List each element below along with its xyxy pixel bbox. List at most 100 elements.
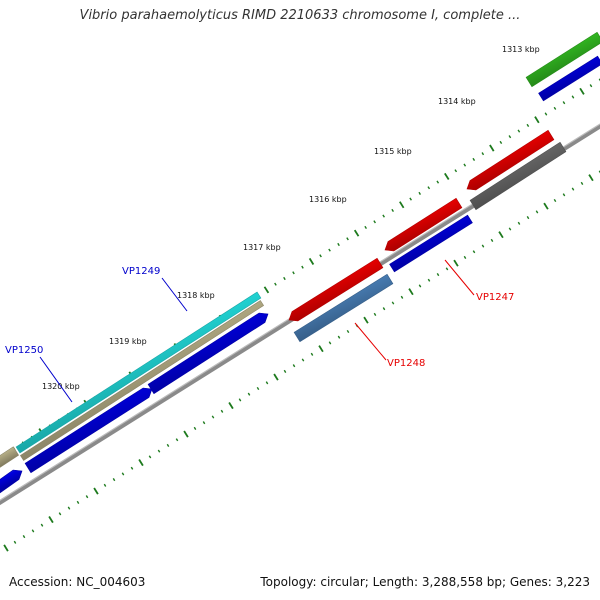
- gene-label-vp1249[interactable]: VP1249: [122, 266, 160, 277]
- scale-lower-tick: [183, 430, 189, 438]
- scale-lower-tick: [238, 398, 242, 402]
- feature-grey-bar[interactable]: [469, 141, 567, 211]
- scale-lower-tick: [76, 500, 80, 504]
- scale-upper-tick: [301, 265, 304, 269]
- scale-lower-tick: [22, 535, 26, 539]
- feature-vp1247-red[interactable]: [466, 129, 555, 191]
- scale-upper-tick: [319, 254, 322, 258]
- scale-lower-tick: [228, 402, 234, 410]
- feature-steelblue-bar[interactable]: [293, 273, 394, 343]
- scale-lower-tick: [3, 544, 9, 552]
- callout-line-vp1248: [354, 322, 387, 361]
- gene-label-vp1250[interactable]: VP1250: [5, 345, 43, 356]
- scale-lower-tick: [67, 506, 71, 510]
- scale-upper-tick: [589, 84, 593, 88]
- callout-line-vp1247: [444, 259, 475, 296]
- scale-upper-tick: [481, 152, 485, 156]
- scale-lower-tick: [445, 267, 449, 271]
- genome-summary: Topology: circular; Length: 3,288,558 bp…: [260, 575, 590, 589]
- feature-tan-bar-left[interactable]: [0, 446, 20, 468]
- scale-lower-tick: [193, 426, 197, 430]
- scale-lower-tick: [346, 329, 350, 334]
- scale-lower-tick: [112, 478, 116, 482]
- scale-lower-tick: [247, 392, 251, 396]
- scale-lower-tick: [481, 244, 485, 248]
- scale-lower-tick: [436, 273, 440, 277]
- scale-lower-tick: [166, 443, 170, 447]
- scale-lower-tick: [148, 455, 152, 459]
- scale-lower-tick: [588, 174, 594, 182]
- feature-tan-bar[interactable]: [19, 300, 265, 461]
- scale-lower-tick: [157, 449, 161, 453]
- scale-upper-tick: [399, 201, 405, 209]
- scale-lower-tick: [490, 238, 494, 242]
- scale-lower-tick: [93, 487, 99, 495]
- scale-lower-tick: [48, 516, 54, 524]
- feature-vp1249-cyan[interactable]: [15, 291, 262, 454]
- scale-upper-tick: [454, 169, 458, 173]
- scale-upper-tick: [579, 87, 585, 95]
- scale-lower-tick: [138, 459, 144, 467]
- scale-upper-tick: [328, 248, 331, 252]
- scale-lower-tick: [31, 529, 35, 533]
- scale-lower-tick: [283, 369, 287, 373]
- scale-lower-tick: [508, 227, 512, 231]
- feature-vp1250-blue[interactable]: [24, 387, 153, 474]
- scale-upper-tick: [544, 112, 548, 116]
- scale-lower-tick: [103, 483, 107, 487]
- scale-lower-tick: [256, 386, 260, 391]
- gene-label-vp1248[interactable]: VP1248: [387, 358, 425, 369]
- feature-blue-bar-left[interactable]: [0, 469, 23, 494]
- scale-label-1318: 1318 kbp: [177, 291, 215, 300]
- scale-lower-tick: [13, 540, 17, 544]
- scale-lower-tick: [175, 438, 179, 442]
- feature-red-bar-mid[interactable]: [384, 197, 463, 252]
- scale-lower-tick: [363, 316, 369, 324]
- scale-label-1313: 1313 kbp: [502, 45, 540, 54]
- scale-lower-tick: [130, 466, 134, 470]
- scale-upper-tick: [526, 123, 530, 127]
- scale-upper-tick: [571, 95, 575, 99]
- feature-vp1249-blue[interactable]: [147, 312, 269, 395]
- scale-upper-tick: [353, 229, 360, 237]
- scale-upper-tick: [553, 106, 557, 110]
- scale-lower-tick: [526, 216, 530, 220]
- scale-upper-tick: [472, 157, 476, 161]
- scale-label-1317: 1317 kbp: [243, 243, 281, 252]
- scale-lower-tick: [498, 231, 504, 239]
- scale-upper-tick: [463, 163, 467, 167]
- gene-label-vp1247[interactable]: VP1247: [476, 292, 514, 303]
- scale-lower-tick: [400, 295, 404, 299]
- scale-lower-tick: [408, 288, 414, 296]
- scale-upper-tick: [489, 144, 495, 152]
- scale-upper-tick: [562, 101, 566, 105]
- feature-blue-bar-lower[interactable]: [389, 214, 473, 273]
- scale-lower-tick: [463, 255, 467, 259]
- scale-upper-tick: [427, 186, 431, 190]
- feature-blue-bar-top[interactable]: [538, 55, 600, 102]
- scale-upper-tick: [391, 208, 394, 212]
- scale-lower-tick: [391, 301, 395, 305]
- scale-lower-tick: [543, 202, 549, 210]
- scale-upper-tick: [444, 172, 450, 180]
- scale-label-1319: 1319 kbp: [109, 337, 147, 346]
- scale-lower-tick: [535, 210, 539, 214]
- scale-lower-tick: [571, 187, 575, 191]
- scale-lower-tick: [318, 345, 324, 353]
- feature-vp1248-red[interactable]: [288, 257, 384, 322]
- scale-lower-tick: [580, 181, 584, 185]
- scale-lower-tick: [562, 193, 566, 197]
- feature-green-bar[interactable]: [525, 31, 600, 88]
- scale-upper-tick: [308, 257, 315, 265]
- scale-lower-tick: [292, 364, 296, 368]
- scale-upper-tick: [418, 191, 422, 195]
- scale-upper-tick: [346, 237, 349, 241]
- scale-upper-tick: [499, 140, 503, 144]
- scale-lower-tick: [121, 472, 125, 476]
- scale-upper-tick: [436, 180, 440, 184]
- scale-lower-tick: [58, 512, 62, 516]
- scale-lower-tick: [382, 307, 386, 311]
- scale-lower-tick: [85, 495, 89, 499]
